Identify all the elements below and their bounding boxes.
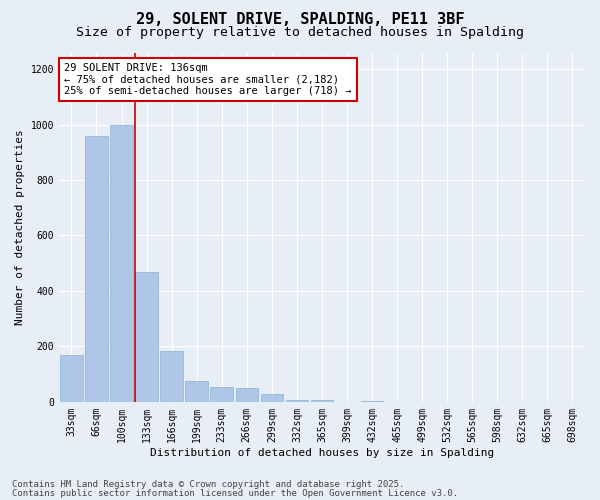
Bar (85, 136, 108, 402)
Bar (286, 400, 308, 402)
Bar (211, 386, 233, 402)
Bar (110, 124, 133, 402)
Bar (236, 388, 258, 402)
Text: 29 SOLENT DRIVE: 136sqm
← 75% of detached houses are smaller (2,182)
25% of semi: 29 SOLENT DRIVE: 136sqm ← 75% of detache… (64, 63, 352, 96)
Text: Contains public sector information licensed under the Open Government Licence v3: Contains public sector information licen… (12, 488, 458, 498)
Bar (185, 381, 208, 402)
Y-axis label: Number of detached properties: Number of detached properties (15, 130, 25, 325)
Bar (160, 350, 183, 402)
Bar (60, 354, 83, 402)
Bar (136, 272, 158, 402)
Bar (361, 401, 383, 402)
Bar (311, 400, 333, 402)
Text: Size of property relative to detached houses in Spalding: Size of property relative to detached ho… (76, 26, 524, 39)
X-axis label: Distribution of detached houses by size in Spalding: Distribution of detached houses by size … (150, 448, 494, 458)
Text: Contains HM Land Registry data © Crown copyright and database right 2025.: Contains HM Land Registry data © Crown c… (12, 480, 404, 489)
Text: 29, SOLENT DRIVE, SPALDING, PE11 3BF: 29, SOLENT DRIVE, SPALDING, PE11 3BF (136, 12, 464, 28)
Bar (260, 394, 283, 402)
